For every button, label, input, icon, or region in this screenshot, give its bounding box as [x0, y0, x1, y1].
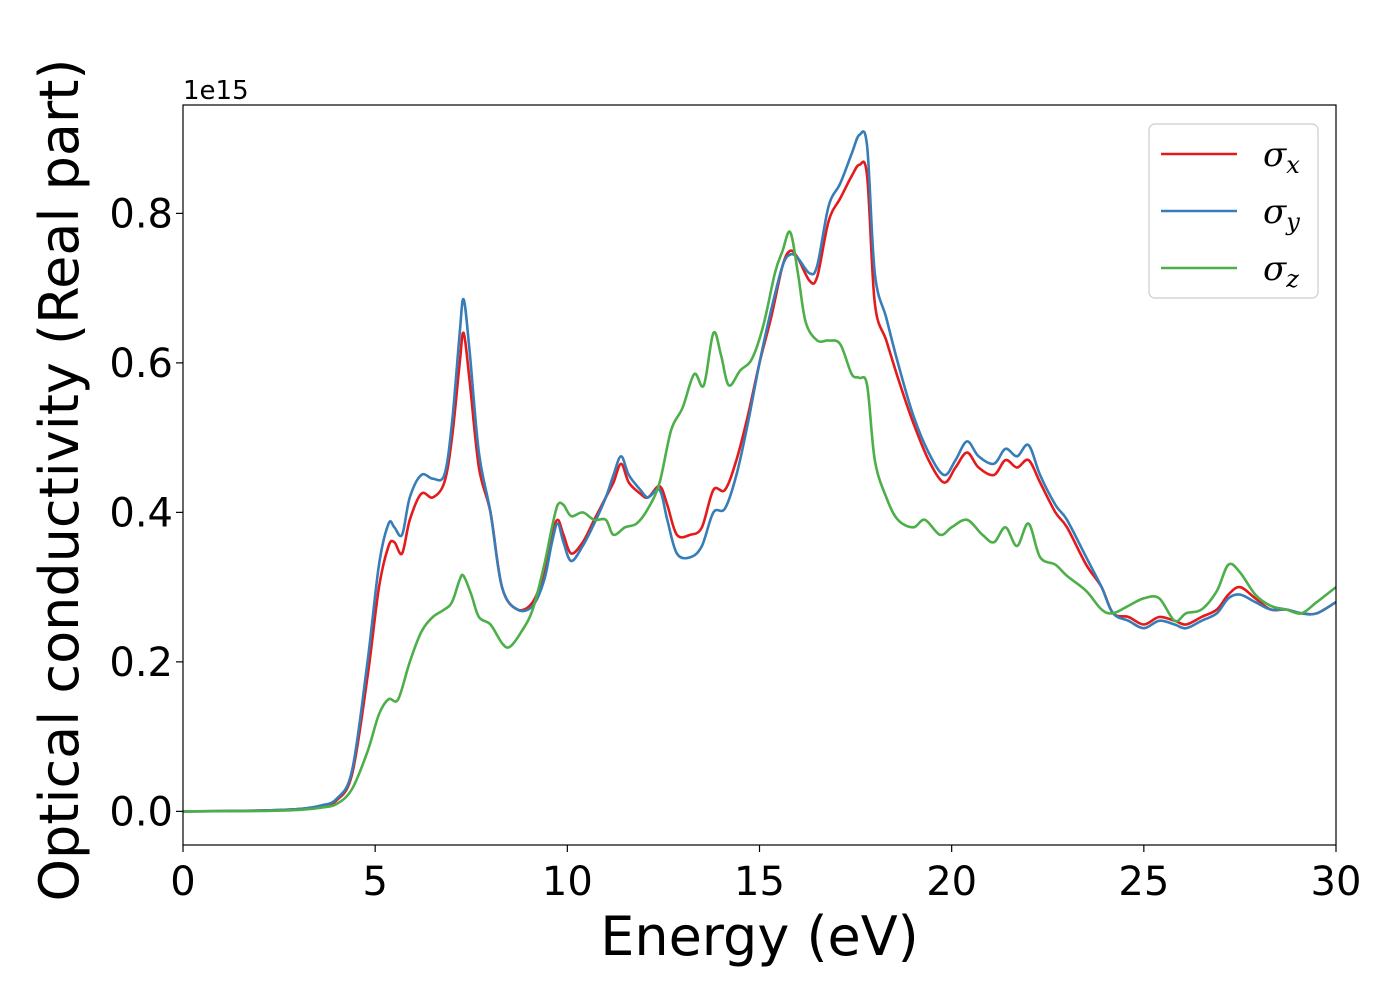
x-tick-label: 10 [542, 859, 593, 905]
y-offset-label: 1e15 [183, 76, 249, 106]
legend-label-z: σz [1263, 249, 1299, 293]
y-tick-label: 0.6 [109, 341, 173, 387]
series-line-z [183, 230, 1336, 813]
legend-subscript: z [1285, 265, 1299, 293]
y-tick-label: 0.8 [109, 191, 173, 237]
y-tick-label: 0.2 [109, 640, 173, 686]
legend-subscript: x [1286, 151, 1300, 179]
y-axis-ticks: 0.0 0.2 0.4 0.6 0.8 [109, 191, 183, 835]
y-axis-label: Optical conductivity (Real part) [28, 59, 91, 902]
x-tick-label: 5 [362, 859, 387, 905]
x-axis-label: Energy (eV) [600, 905, 919, 968]
plot-frame [182, 104, 1337, 846]
x-tick-label: 25 [1118, 859, 1169, 905]
series-layer [183, 130, 1336, 813]
x-tick-label: 20 [926, 859, 977, 905]
y-tick-label: 0.0 [109, 789, 173, 835]
legend-symbol: σ [1263, 135, 1287, 175]
series-line-y [183, 130, 1336, 813]
y-tick-label: 0.4 [109, 490, 173, 536]
x-tick-label: 15 [734, 859, 785, 905]
legend-label-x: σx [1263, 135, 1300, 179]
legend-symbol: σ [1263, 249, 1287, 289]
x-tick-label: 30 [1311, 859, 1362, 905]
x-tick-label: 0 [170, 859, 195, 905]
x-axis-ticks: 0 5 10 15 20 25 30 [170, 845, 1361, 905]
legend-symbol: σ [1263, 192, 1287, 232]
legend-subscript: y [1285, 208, 1300, 236]
legend-label-y: σy [1263, 192, 1300, 236]
